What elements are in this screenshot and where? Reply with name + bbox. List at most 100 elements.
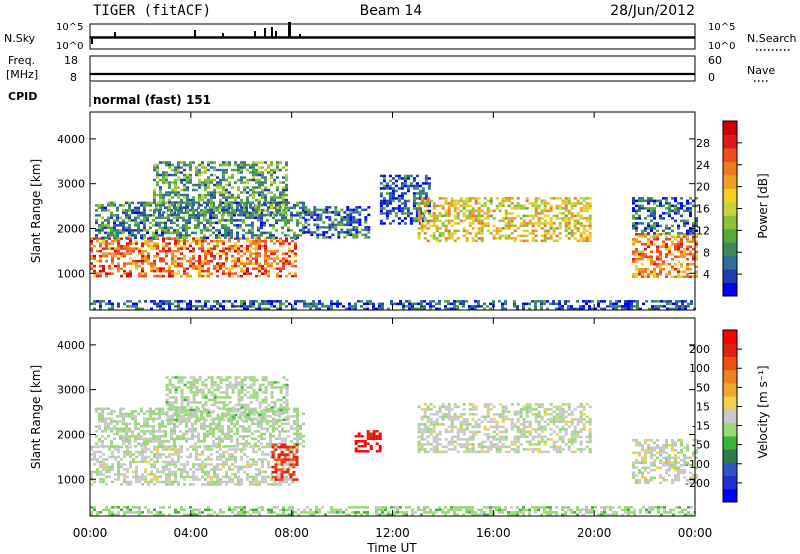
echo-cell: [255, 244, 258, 248]
echo-cell: [686, 238, 689, 241]
echo-cell: [650, 250, 653, 253]
echo-cell: [650, 209, 653, 213]
echo-cell: [95, 221, 98, 225]
echo-cell: [165, 252, 168, 255]
echo-cell: [168, 473, 171, 476]
echo-cell: [656, 233, 659, 236]
echo-cell: [105, 242, 108, 245]
echo-cell: [171, 201, 174, 204]
echo-cell: [474, 305, 477, 308]
echo-cell: [435, 307, 438, 311]
echo-cell: [93, 244, 96, 248]
echo-cell: [275, 219, 278, 222]
echo-cell: [146, 420, 149, 423]
echo-cell: [203, 440, 206, 443]
echo-cell: [189, 408, 193, 412]
echo-cell: [498, 229, 502, 233]
echo-cell: [183, 206, 186, 209]
echo-cell: [635, 229, 638, 233]
echo-cell: [180, 396, 184, 399]
echo-cell: [686, 258, 689, 261]
echo-cell: [279, 305, 282, 308]
echo-cell: [228, 448, 231, 451]
echo-cell: [281, 412, 284, 416]
echo-cell: [125, 211, 128, 215]
echo-cell: [159, 249, 162, 253]
echo-cell: [90, 242, 93, 245]
echo-cell: [93, 450, 96, 454]
echo-cell: [260, 442, 263, 446]
echo-cell: [456, 217, 460, 220]
echo-cell: [188, 430, 191, 433]
echo-cell: [140, 425, 143, 428]
echo-cell: [516, 207, 520, 210]
echo-cell: [165, 191, 168, 194]
echo-cell: [275, 229, 278, 232]
echo-cell: [636, 307, 639, 311]
echo-cell: [582, 307, 585, 311]
echo-cell: [291, 448, 294, 451]
echo-cell: [480, 204, 484, 208]
echo-cell: [174, 305, 177, 308]
echo-cell: [261, 465, 264, 469]
echo-cell: [677, 268, 680, 271]
echo-cell: [99, 478, 102, 481]
echo-cell: [162, 302, 165, 306]
echo-cell: [207, 198, 210, 202]
echo-cell: [180, 198, 183, 202]
echo-cell: [194, 231, 197, 235]
echo-cell: [659, 250, 662, 253]
echo-cell: [447, 237, 451, 240]
echo-cell: [215, 425, 218, 428]
echo-cell: [186, 305, 189, 308]
echo-cell: [137, 224, 140, 227]
echo-cell: [221, 224, 224, 227]
echo-cell: [462, 219, 466, 223]
echo-cell: [309, 305, 312, 308]
echo-cell: [129, 252, 132, 255]
echo-cell: [144, 257, 147, 260]
echo-cell: [174, 171, 177, 174]
echo-cell: [227, 211, 230, 215]
echo-cell: [183, 475, 186, 479]
echo-cell: [432, 214, 436, 218]
echo-cell: [267, 211, 270, 214]
echo-cell: [203, 435, 206, 438]
echo-cell: [426, 239, 430, 243]
echo-cell: [668, 212, 671, 215]
echo-cell: [228, 181, 231, 184]
echo-cell: [107, 412, 110, 416]
echo-cell: [240, 450, 243, 454]
echo-cell: [635, 273, 638, 276]
echo-cell: [415, 207, 419, 210]
echo-cell: [243, 247, 246, 250]
echo-cell: [162, 453, 165, 456]
echo-cell: [206, 229, 209, 232]
echo-cell: [635, 212, 638, 215]
echo-cell: [185, 430, 188, 433]
echo-cell: [252, 191, 255, 194]
echo-cell: [195, 416, 199, 419]
echo-cell: [216, 406, 220, 409]
echo-cell: [689, 209, 692, 213]
echo-cell: [355, 226, 359, 229]
echo-cell: [168, 269, 171, 273]
echo-cell: [406, 209, 410, 213]
echo-cell: [516, 202, 520, 205]
echo-cell: [144, 470, 147, 474]
echo-cell: [168, 383, 172, 387]
echo-cell: [219, 468, 222, 471]
echo-cell: [219, 302, 222, 306]
echo-cell: [656, 229, 659, 233]
echo-cell: [328, 228, 332, 232]
echo-cell: [123, 264, 126, 268]
echo-cell: [164, 412, 167, 416]
echo-cell: [352, 216, 356, 219]
echo-cell: [260, 234, 263, 237]
echo-cell: [105, 244, 108, 248]
echo-cell: [134, 206, 137, 210]
echo-cell: [632, 207, 635, 210]
echo-cell: [261, 475, 264, 479]
echo-cell: [564, 219, 568, 223]
echo-cell: [261, 480, 264, 484]
